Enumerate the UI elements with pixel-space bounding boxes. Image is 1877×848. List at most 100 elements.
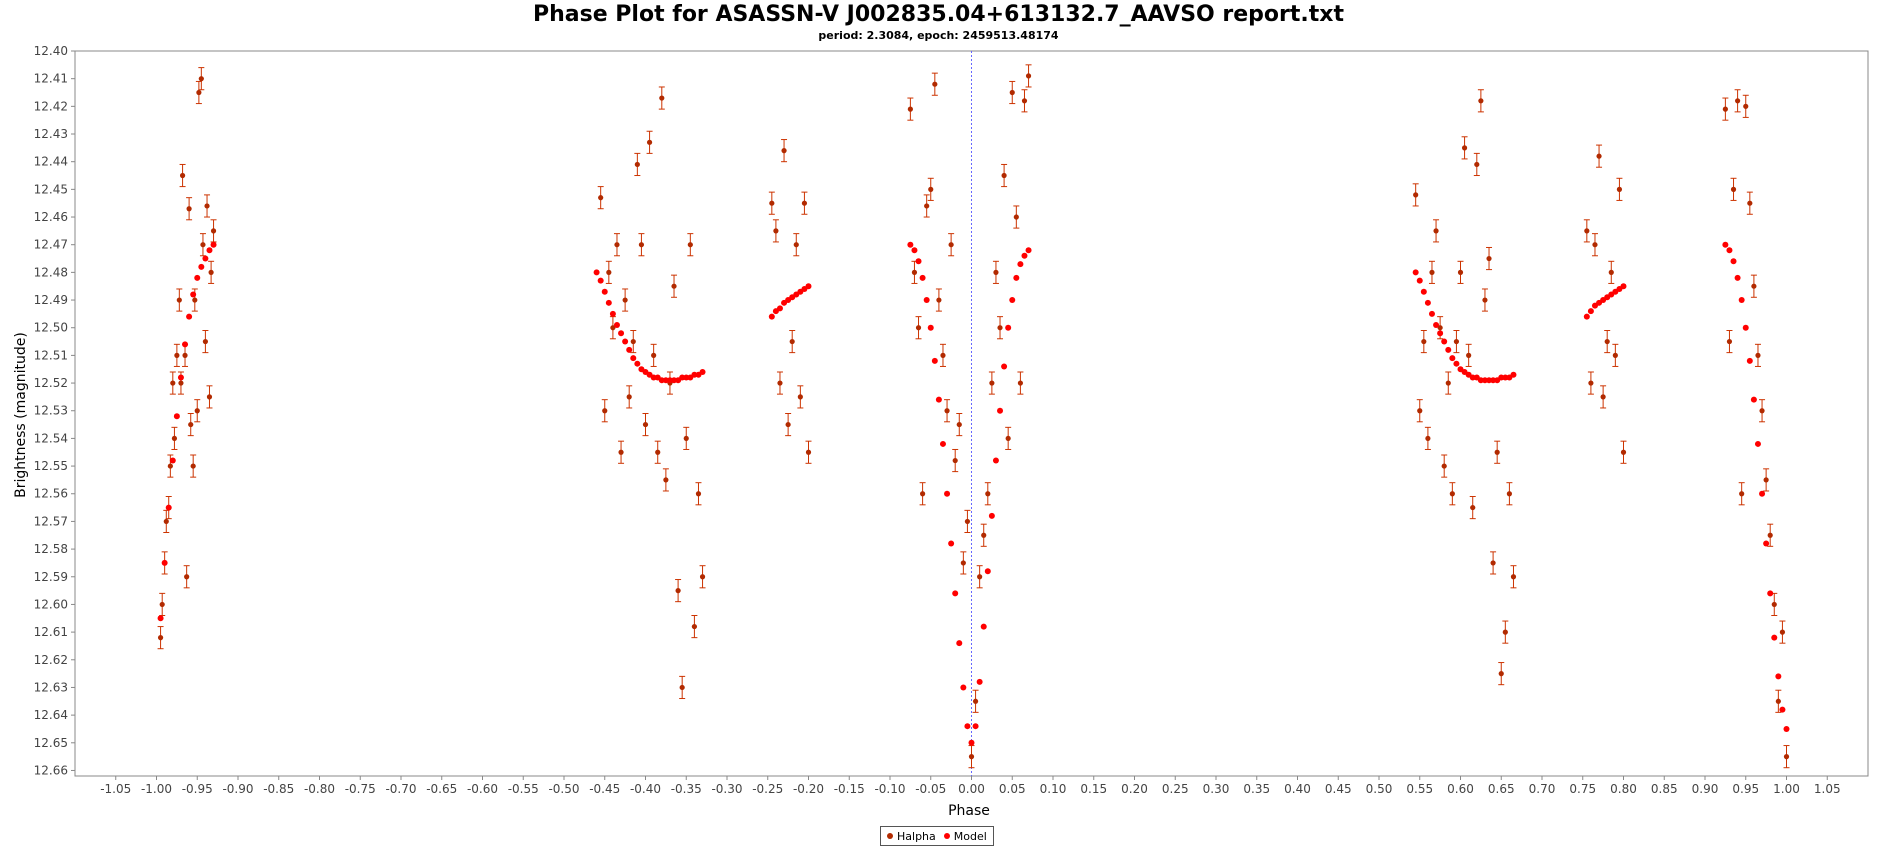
halpha-point [944,408,950,414]
halpha-point [940,352,946,358]
y-axis-label: Brightness (magnitude) [13,332,29,498]
halpha-point [911,269,918,275]
halpha-point [626,394,632,400]
model-point [1009,297,1016,304]
halpha-point [985,491,991,497]
model-point [805,283,812,290]
model-point [960,684,967,691]
x-tick-label: 0.75 [1569,782,1596,796]
halpha-point [993,269,999,275]
halpha-point [1771,601,1777,608]
model-point [1428,310,1435,317]
halpha-point [1612,352,1618,358]
model-point [1013,274,1020,281]
y-tick-label: 12.57 [34,514,68,528]
model-point [202,255,209,262]
halpha-point [920,491,926,497]
legend-item-halpha: Halpha [887,830,936,843]
halpha-point [1453,338,1460,345]
x-tick-label: 0.50 [1366,782,1393,796]
halpha-point [1486,255,1492,262]
model-point [177,374,184,381]
halpha-point [1445,380,1451,386]
x-tick-label: 0.65 [1488,782,1515,796]
model-point [1412,269,1419,276]
halpha-point [1600,394,1606,400]
halpha-point [989,380,995,386]
model-point [1734,274,1741,281]
y-tick-label: 12.43 [34,127,68,141]
halpha-point [642,421,649,428]
y-tick-label: 12.52 [34,376,68,390]
model-point [1730,258,1737,265]
model-point [1453,360,1460,367]
y-tick-label: 12.61 [34,625,68,639]
halpha-point [171,435,178,442]
halpha-point [196,89,202,96]
halpha-point [805,449,812,455]
halpha-point [634,161,640,168]
halpha-point [687,242,693,248]
model-point [1441,338,1448,345]
x-tick-label: -0.25 [752,782,783,796]
model-point [907,241,914,248]
halpha-point [1730,186,1737,192]
model-point [1620,283,1627,290]
model-point [1420,288,1427,295]
model-point [622,338,629,345]
y-tick-label: 12.53 [34,404,68,418]
model-point [931,357,938,364]
y-tick-label: 12.59 [34,570,68,584]
model-point [190,291,197,298]
y-tick-label: 12.62 [34,653,68,667]
x-tick-label: -0.10 [874,782,905,796]
y-tick-label: 12.65 [34,736,68,750]
halpha-point [1608,269,1614,275]
x-tick-label: -0.90 [222,782,253,796]
model-point [911,247,918,254]
model-point [776,305,783,312]
halpha-point [1494,449,1500,455]
halpha-point [1779,629,1786,635]
y-tick-label: 12.40 [34,44,68,58]
x-tick-label: -0.05 [915,782,946,796]
halpha-point [167,463,173,469]
model-point [915,258,922,265]
y-tick-label: 12.58 [34,542,68,556]
y-tick-label: 12.44 [34,155,68,169]
x-tick-label: 0.30 [1203,782,1230,796]
model-point [161,559,168,566]
y-tick-label: 12.47 [34,238,68,252]
y-tick-label: 12.55 [34,459,68,473]
halpha-point [924,203,930,209]
model-point [1437,330,1444,337]
x-tick-label: 0.85 [1651,782,1678,796]
halpha-point [928,186,934,192]
halpha-point [200,242,206,248]
x-tick-label: -0.95 [182,782,213,796]
halpha-point [194,408,200,414]
x-tick-label: -0.65 [426,782,457,796]
halpha-point [1478,98,1484,104]
halpha-point [179,172,186,179]
halpha-point [1017,380,1024,386]
halpha-point [1001,172,1007,179]
model-point [919,274,926,281]
model-point [1779,706,1786,713]
x-tick-label: -0.40 [630,782,661,796]
halpha-point [1433,228,1439,234]
halpha-point [659,95,665,101]
halpha-point [1461,145,1468,151]
halpha-point [606,269,612,275]
x-tick-label: -0.50 [548,782,579,796]
halpha-point [1596,153,1602,159]
halpha-point [614,242,620,248]
model-point [939,440,946,447]
halpha-point [960,560,966,566]
x-tick-label: -1.00 [141,782,172,796]
halpha-point [176,297,182,303]
x-tick-label: 0.60 [1447,782,1474,796]
halpha-point [157,635,164,641]
model-point [1025,247,1032,254]
halpha-point [182,352,188,358]
